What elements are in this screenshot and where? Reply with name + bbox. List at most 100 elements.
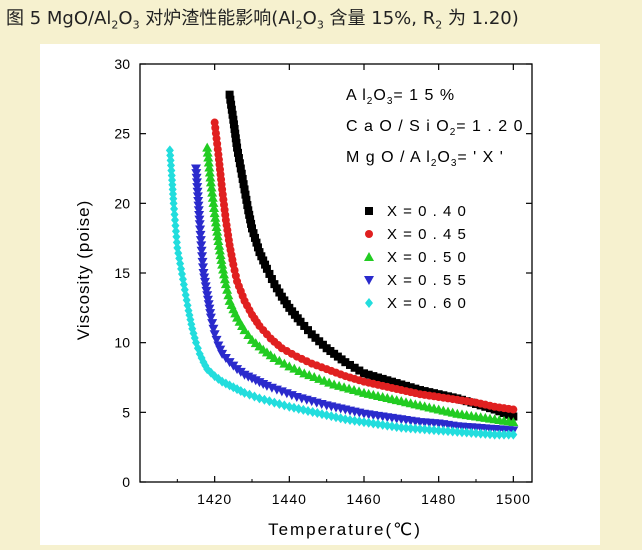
y-axis-label: Viscosity (poise)	[74, 200, 93, 340]
data-point	[300, 321, 309, 330]
data-point	[341, 358, 350, 367]
data-point	[504, 429, 513, 440]
data-point	[212, 226, 223, 236]
data-point	[214, 245, 225, 255]
data-point	[246, 215, 255, 224]
x-tick-label: 1500	[496, 491, 531, 507]
data-point	[193, 201, 204, 211]
data-point	[195, 225, 206, 235]
data-point	[255, 248, 264, 257]
data-point	[346, 360, 354, 369]
data-point	[252, 238, 261, 247]
data-point	[225, 90, 234, 99]
data-point	[274, 355, 285, 365]
data-point	[439, 425, 448, 436]
data-point	[191, 164, 201, 174]
data-point	[217, 259, 228, 269]
data-point	[202, 147, 213, 157]
data-point	[262, 264, 271, 273]
data-point	[223, 290, 234, 300]
legend-item: X = 0 . 5 0	[364, 249, 466, 266]
x-tick-label: 1420	[197, 491, 232, 507]
legend-marker	[365, 230, 373, 238]
data-point	[253, 243, 262, 252]
data-point	[212, 231, 223, 241]
data-point	[239, 180, 248, 189]
data-point	[397, 422, 406, 433]
data-point	[216, 254, 227, 264]
viscosity-chart: 1420 1440 1460 1480 1500 0 5 10 15 20 25 30 A l2O3= …	[40, 44, 600, 545]
chart-background	[40, 44, 600, 545]
y-tick-label: 0	[122, 474, 130, 490]
data-point	[406, 423, 415, 434]
data-point	[388, 421, 396, 432]
data-point	[196, 241, 207, 251]
legend-item: X = 0 . 4 5	[365, 226, 466, 243]
data-point	[378, 419, 387, 430]
data-point	[210, 212, 221, 222]
data-point	[192, 192, 203, 202]
data-point	[209, 330, 220, 340]
data-point	[210, 217, 221, 227]
data-point	[383, 376, 392, 385]
data-point	[209, 202, 220, 212]
data-point	[296, 317, 305, 326]
data-point	[240, 185, 249, 194]
data-point	[238, 174, 247, 183]
legend-label: X = 0 . 6 0	[387, 295, 467, 312]
y-tick-label: 20	[114, 195, 130, 211]
data-point	[195, 230, 206, 240]
data-point	[198, 263, 208, 273]
data-point	[194, 220, 205, 230]
data-point	[219, 269, 229, 279]
y-tick-label: 15	[114, 265, 130, 281]
x-tick-label: 1460	[346, 491, 381, 507]
data-point	[289, 363, 300, 373]
legend-item: X = 0 . 5 5	[364, 272, 466, 289]
x-axis-label: Temperature(℃)	[268, 520, 422, 539]
data-point	[215, 250, 226, 260]
data-point	[392, 421, 401, 432]
data-point	[284, 361, 295, 371]
data-point	[360, 417, 368, 428]
data-point	[360, 369, 368, 378]
data-point	[231, 134, 240, 143]
figure-title: 图 5 MgO/Al2O3 对炉渣性能影响(Al2O3 含量 15%, R2 为…	[6, 8, 519, 32]
data-point	[355, 416, 364, 427]
data-point	[204, 167, 215, 177]
data-point	[364, 370, 373, 379]
data-point	[211, 335, 222, 345]
series-triangle-up	[202, 142, 519, 427]
data-point	[369, 372, 378, 381]
data-point	[233, 143, 242, 152]
data-point	[430, 425, 438, 436]
data-point	[208, 197, 219, 207]
data-point	[196, 246, 207, 256]
data-point	[279, 358, 290, 368]
legend-marker	[364, 252, 374, 261]
data-point	[411, 384, 420, 393]
data-point	[203, 152, 214, 162]
data-point	[486, 429, 494, 440]
data-point	[420, 424, 429, 435]
data-point	[402, 381, 410, 390]
data-point	[467, 427, 476, 438]
data-point	[193, 206, 204, 216]
data-point	[241, 190, 250, 199]
data-point	[191, 173, 202, 183]
data-point	[275, 288, 284, 297]
legend-item: X = 0 . 4 0	[365, 203, 466, 220]
data-point	[392, 379, 401, 388]
data-point	[411, 423, 420, 434]
data-point	[234, 154, 243, 163]
data-point	[197, 252, 208, 262]
data-point	[294, 365, 305, 375]
data-point	[272, 284, 281, 293]
data-point	[194, 210, 205, 220]
composition-annotation: M g O / A l2O3= ' X '	[346, 149, 504, 169]
data-point	[220, 279, 231, 289]
data-point	[458, 427, 466, 438]
data-point	[234, 148, 242, 157]
data-point	[222, 284, 233, 294]
data-point	[230, 125, 239, 134]
